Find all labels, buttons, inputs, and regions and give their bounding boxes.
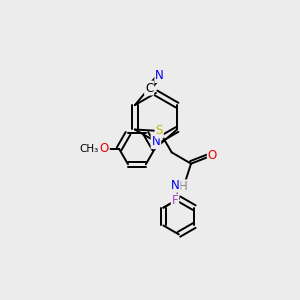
Text: N: N <box>155 69 164 82</box>
Text: N: N <box>152 135 160 148</box>
Text: S: S <box>155 124 163 137</box>
Text: C: C <box>145 82 153 94</box>
Text: CH₃: CH₃ <box>79 144 98 154</box>
Text: O: O <box>100 142 109 155</box>
Text: O: O <box>208 149 217 162</box>
Text: N: N <box>171 179 180 192</box>
Text: H: H <box>179 180 188 194</box>
Text: F: F <box>172 194 178 208</box>
